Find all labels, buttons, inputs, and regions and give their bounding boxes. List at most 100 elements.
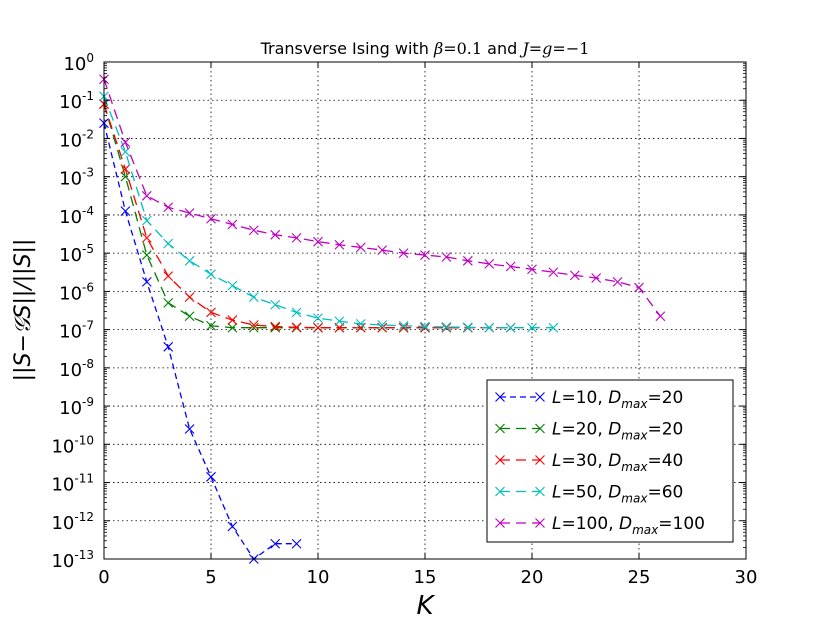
data-point <box>248 225 259 236</box>
series-line-L30 <box>103 103 511 329</box>
legend-marker <box>495 486 505 497</box>
data-point <box>505 261 516 272</box>
legend-entry: L=100, Dmax=100 <box>495 514 705 537</box>
data-point <box>184 208 195 218</box>
legend-marker <box>495 423 505 434</box>
data-point <box>291 538 302 549</box>
data-point <box>527 322 537 333</box>
legend-label: L=20, Dmax=20 <box>552 420 683 443</box>
legend-marker <box>535 486 545 497</box>
data-point <box>141 276 152 287</box>
data-point <box>612 276 623 287</box>
data-point <box>270 321 281 332</box>
data-point <box>248 292 259 303</box>
data-point <box>484 322 495 333</box>
legend-box <box>486 379 734 543</box>
x-tick-label: 20 <box>521 567 544 588</box>
data-point <box>398 320 409 331</box>
series-line-L10 <box>103 123 297 560</box>
data-point <box>120 137 131 148</box>
legend-label: L=100, Dmax=100 <box>552 514 705 537</box>
data-point <box>120 164 131 174</box>
series-L100 <box>99 74 666 322</box>
data-point <box>120 206 131 216</box>
data-point <box>184 424 195 434</box>
data-point <box>163 202 174 213</box>
data-point <box>206 269 216 280</box>
data-point <box>163 341 174 352</box>
data-point <box>548 322 559 333</box>
series-L50 <box>99 91 559 333</box>
data-point <box>270 299 281 310</box>
data-point <box>120 171 131 182</box>
legend-entry: L=10, Dmax=20 <box>495 388 683 411</box>
data-point <box>313 322 323 333</box>
data-point <box>398 248 409 259</box>
series-layer <box>99 74 666 564</box>
data-point <box>291 322 302 333</box>
data-point <box>248 320 259 330</box>
series-L10 <box>99 118 302 564</box>
data-point <box>505 322 516 333</box>
x-tick-label: 5 <box>205 567 216 588</box>
data-point <box>420 322 430 333</box>
y-tick-label: 10-4 <box>59 204 94 228</box>
legend-label: L=10, Dmax=20 <box>552 388 683 411</box>
legend-marker <box>535 518 545 528</box>
data-point <box>141 250 152 260</box>
x-tick-label: 25 <box>628 567 651 588</box>
y-tick-label: 10-3 <box>59 166 94 190</box>
axis-ticks: 0 5 10 15 20 25 30 100 10-1 10-2 10-3 10-4 10-5 10-6 1… <box>51 51 757 588</box>
data-point <box>270 538 281 549</box>
x-tick-label: 30 <box>735 567 758 588</box>
data-point <box>634 282 644 293</box>
y-tick-label: 10-1 <box>59 89 94 113</box>
data-point <box>591 273 602 283</box>
data-point <box>270 322 281 333</box>
legend-label: L=50, Dmax=60 <box>552 483 683 506</box>
data-point <box>227 322 238 333</box>
y-tick-label: 10-7 <box>59 319 94 343</box>
legend-marker <box>495 392 505 402</box>
data-point <box>206 471 216 482</box>
data-point <box>291 307 302 318</box>
data-point <box>227 315 238 325</box>
series-line-L100 <box>103 78 661 317</box>
y-tick-label: 10-9 <box>59 395 94 419</box>
data-point <box>355 322 366 333</box>
data-point <box>655 311 666 322</box>
legend-entry: L=20, Dmax=20 <box>495 420 683 443</box>
data-point <box>141 232 152 243</box>
y-tick-label: 10-8 <box>59 357 94 381</box>
y-tick-label: 100 <box>63 51 94 75</box>
data-point <box>206 320 216 331</box>
data-point <box>163 271 174 281</box>
data-point <box>527 264 537 275</box>
data-point <box>206 307 216 318</box>
data-point <box>184 292 195 303</box>
chart-title: Transverse Ising with β=0.1 and J=g=−1 <box>260 39 590 58</box>
data-point <box>227 521 238 532</box>
data-point <box>441 322 452 332</box>
data-point <box>398 322 409 333</box>
y-tick-label: 10-11 <box>51 472 94 496</box>
y-tick-label: 10-2 <box>59 127 94 151</box>
data-point <box>484 258 495 269</box>
data-point <box>206 213 216 224</box>
data-point <box>313 236 323 247</box>
data-point <box>462 322 473 333</box>
legend-marker <box>535 423 545 434</box>
legend-label: L=30, Dmax=40 <box>552 451 683 474</box>
data-point <box>141 190 152 201</box>
x-tick-label: 0 <box>98 567 109 588</box>
data-point <box>377 245 388 255</box>
data-point <box>270 229 281 240</box>
series-line-L20 <box>103 103 468 329</box>
data-point <box>163 297 174 308</box>
data-point <box>184 311 195 322</box>
data-point <box>355 242 366 253</box>
data-point <box>355 318 366 329</box>
data-point <box>227 219 238 230</box>
data-point <box>569 270 580 281</box>
